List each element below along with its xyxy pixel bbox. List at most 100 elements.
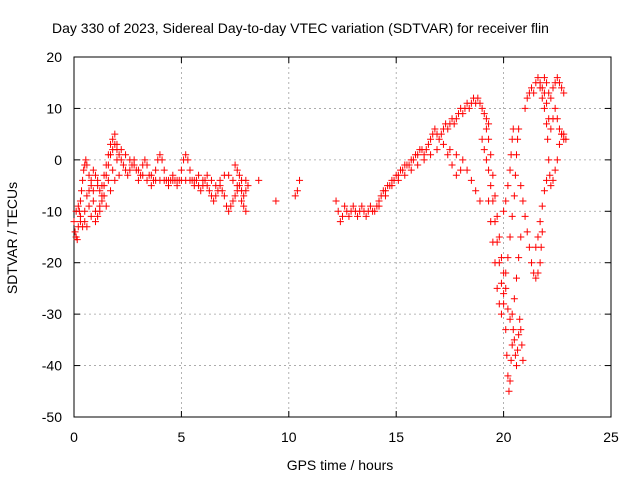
data-point (424, 140, 432, 148)
data-point (233, 182, 241, 190)
data-point (485, 120, 493, 128)
y-tick-label: -20 (42, 255, 62, 271)
data-point (510, 295, 518, 303)
data-point (109, 166, 117, 174)
data-point (497, 279, 505, 287)
data-point (100, 171, 108, 179)
data-point (521, 212, 529, 220)
data-point (504, 254, 512, 262)
data-point (450, 120, 458, 128)
data-point (147, 171, 155, 179)
data-point (124, 171, 132, 179)
data-point (203, 182, 211, 190)
y-tick-label: -50 (42, 409, 62, 425)
data-point (225, 207, 233, 215)
data-point (536, 84, 544, 92)
data-point (96, 207, 104, 215)
data-point (507, 356, 515, 364)
data-point (126, 156, 134, 164)
data-point (543, 120, 551, 128)
data-point (562, 135, 570, 143)
data-point (96, 187, 104, 195)
data-point (502, 197, 510, 205)
data-point (272, 197, 280, 205)
y-tick-label: -10 (42, 203, 62, 219)
data-point (255, 176, 263, 184)
data-point (487, 182, 495, 190)
data-point (89, 197, 97, 205)
data-point (452, 151, 460, 159)
data-point (94, 182, 102, 190)
data-point (560, 89, 568, 97)
data-point (113, 156, 121, 164)
data-point (510, 192, 518, 200)
data-point (465, 104, 473, 112)
data-point (91, 171, 99, 179)
axis-ticks (73, 56, 612, 418)
data-point (366, 202, 374, 210)
data-point (427, 135, 435, 143)
data-point (336, 218, 344, 226)
data-point (536, 259, 544, 267)
data-point (207, 176, 215, 184)
data-point (139, 171, 147, 179)
data-point (334, 207, 342, 215)
data-point (205, 187, 213, 195)
data-point (467, 176, 475, 184)
data-point (216, 176, 224, 184)
data-point (544, 135, 552, 143)
data-point (85, 202, 93, 210)
data-point (190, 176, 198, 184)
data-point (507, 151, 515, 159)
data-point (502, 269, 510, 277)
data-point (560, 130, 568, 138)
data-point (122, 151, 130, 159)
data-point (104, 151, 112, 159)
data-point (111, 176, 119, 184)
data-point (519, 197, 527, 205)
data-point (506, 166, 514, 174)
data-point (509, 125, 517, 133)
y-tick-label: -30 (42, 306, 62, 322)
data-point (448, 161, 456, 169)
data-point (480, 110, 488, 118)
data-point (388, 182, 396, 190)
data-point (497, 254, 505, 262)
data-point (536, 218, 544, 226)
y-tick-label: 20 (46, 49, 62, 65)
y-axis-label: SDTVAR / TECUs (4, 182, 20, 294)
data-point (485, 135, 493, 143)
data-point (547, 182, 555, 190)
data-point (240, 192, 248, 200)
data-point (506, 315, 514, 323)
data-point (431, 125, 439, 133)
data-point (381, 192, 389, 200)
data-point (502, 326, 510, 334)
data-point (532, 274, 540, 282)
data-point (516, 315, 524, 323)
data-point (517, 182, 525, 190)
data-point (528, 259, 536, 267)
data-point (405, 161, 413, 169)
data-point (515, 331, 523, 339)
data-point (345, 212, 353, 220)
data-point (111, 130, 119, 138)
data-point (349, 202, 357, 210)
data-point (523, 228, 531, 236)
data-point (514, 346, 522, 354)
data-point (85, 171, 93, 179)
data-point (506, 377, 514, 385)
data-point (332, 197, 340, 205)
data-point (79, 176, 87, 184)
data-point (115, 171, 123, 179)
data-point (497, 310, 505, 318)
data-point (493, 212, 501, 220)
data-point (70, 218, 78, 226)
data-point (521, 104, 529, 112)
data-point (489, 171, 497, 179)
data-point (130, 161, 138, 169)
data-point (73, 236, 81, 244)
x-tick-label: 5 (178, 429, 186, 445)
data-point (482, 115, 490, 123)
